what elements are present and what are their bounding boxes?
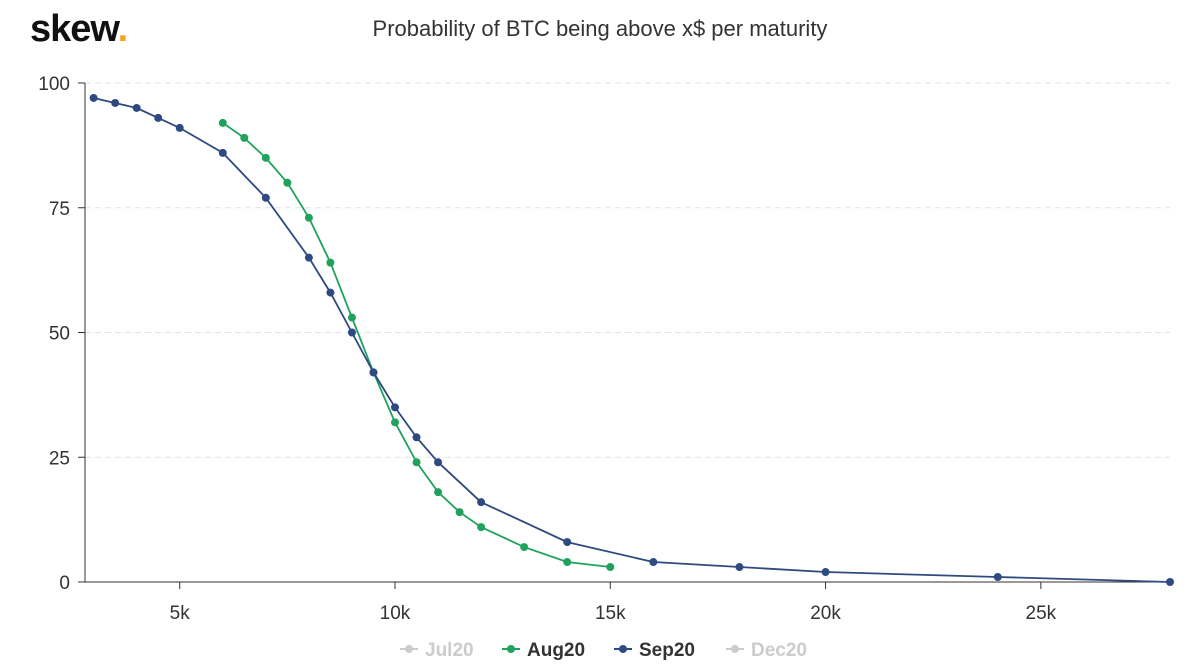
- legend-marker-sep20[interactable]: [619, 645, 627, 653]
- data-point-sep20-10500: [412, 433, 421, 442]
- data-point-aug20-11500: [455, 508, 464, 517]
- data-point-sep20-20000: [821, 568, 830, 577]
- data-point-aug20-8000: [304, 213, 313, 222]
- data-point-aug20-8500: [326, 258, 335, 267]
- data-point-sep20-8000: [304, 253, 313, 262]
- data-point-aug20-15000: [606, 563, 615, 572]
- chart-title: Probability of BTC being above x$ per ma…: [372, 16, 828, 41]
- data-point-aug20-10500: [412, 458, 421, 467]
- data-point-sep20-28000: [1166, 578, 1174, 586]
- data-point-sep20-24000: [993, 573, 1002, 582]
- data-point-sep20-5000: [175, 123, 184, 132]
- data-point-sep20-14000: [563, 538, 572, 547]
- x-tick-label-15k: 15k: [595, 603, 626, 624]
- data-point-aug20-9000: [347, 313, 356, 322]
- legend-item-sep20[interactable]: Sep20: [639, 640, 695, 661]
- data-point-sep20-4500: [154, 113, 163, 122]
- data-point-sep20-9000: [347, 328, 356, 337]
- data-point-sep20-4000: [132, 103, 141, 112]
- data-point-sep20-16000: [649, 558, 658, 567]
- x-tick-label-25k: 25k: [1026, 603, 1057, 624]
- data-point-aug20-14000: [563, 558, 572, 567]
- x-tick-label-5k: 5k: [170, 603, 191, 624]
- data-point-sep20-8500: [326, 288, 335, 297]
- data-point-aug20-12000: [477, 523, 486, 532]
- data-point-aug20-13000: [520, 543, 529, 552]
- legend-item-jul20[interactable]: Jul20: [425, 640, 474, 661]
- y-tick-label-0: 0: [59, 573, 70, 594]
- x-tick-label-20k: 20k: [810, 603, 841, 624]
- brand-dot: .: [117, 8, 129, 50]
- data-point-aug20-10000: [391, 418, 399, 427]
- data-point-sep20-18000: [735, 563, 744, 572]
- brand-name: skew: [30, 8, 119, 50]
- legend-item-aug20[interactable]: Aug20: [527, 640, 585, 661]
- data-point-sep20-10000: [391, 403, 399, 412]
- y-tick-label-75: 75: [49, 199, 70, 220]
- data-point-sep20-11000: [434, 458, 443, 467]
- legend-marker-dec20[interactable]: [731, 645, 739, 653]
- data-point-sep20-6000: [218, 148, 227, 157]
- data-point-sep20-9500: [369, 368, 378, 377]
- series-line-aug20: [222, 122, 611, 568]
- data-point-aug20-7500: [283, 178, 292, 187]
- y-tick-label-25: 25: [49, 448, 70, 469]
- data-point-sep20-12000: [477, 498, 486, 507]
- legend-marker-aug20[interactable]: [507, 645, 515, 653]
- data-point-aug20-11000: [434, 488, 443, 497]
- data-point-aug20-6500: [240, 133, 249, 142]
- legend-item-dec20[interactable]: Dec20: [751, 640, 807, 661]
- data-point-sep20-3500: [111, 98, 120, 107]
- series-line-sep20: [93, 97, 1171, 583]
- y-tick-label-50: 50: [49, 324, 70, 345]
- data-point-sep20-7000: [261, 193, 270, 202]
- skew-logo: skew.: [30, 8, 129, 51]
- x-tick-label-10k: 10k: [380, 603, 411, 624]
- data-point-sep20-3000: [89, 93, 98, 102]
- data-point-aug20-6000: [218, 118, 227, 127]
- data-point-aug20-7000: [261, 153, 270, 162]
- legend-marker-jul20[interactable]: [405, 645, 413, 653]
- y-tick-label-100: 100: [38, 74, 70, 95]
